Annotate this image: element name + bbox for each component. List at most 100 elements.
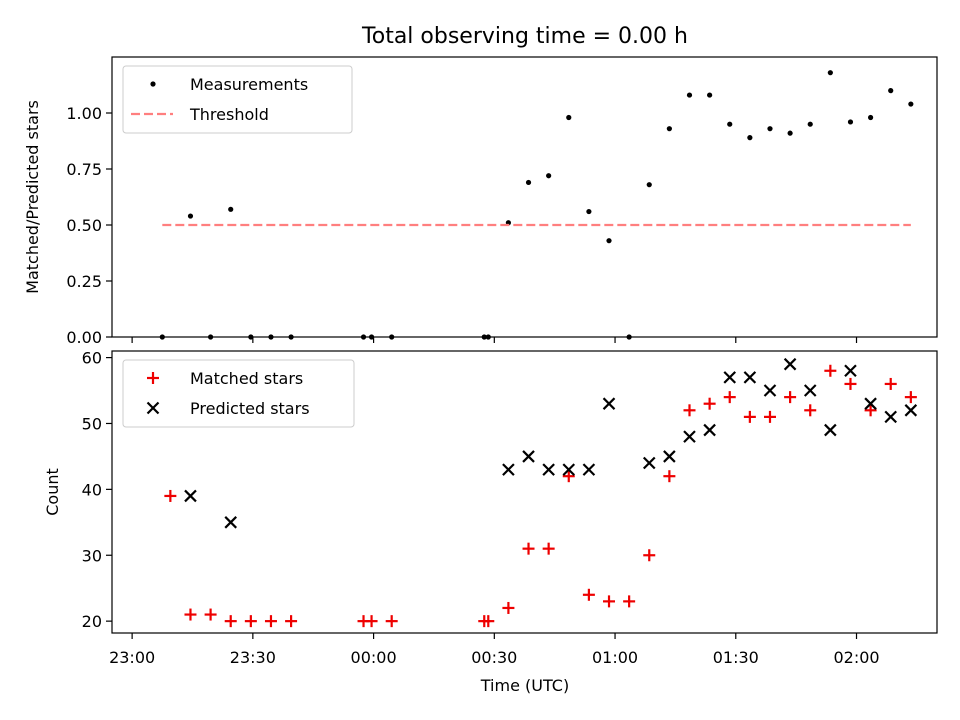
top-axes-frame	[111, 56, 938, 338]
predicted-point	[663, 450, 676, 463]
x-tick-label: 01:00	[592, 648, 638, 667]
data-point	[566, 114, 572, 121]
predicted-point	[602, 397, 616, 410]
matched-point	[244, 615, 257, 628]
matched-point	[365, 615, 378, 628]
matched-point	[204, 608, 217, 621]
chart-title: Total observing time = 0.00 h	[361, 24, 688, 49]
matched-point	[763, 410, 776, 423]
x-tick-label: 00:00	[351, 648, 397, 667]
predicted-point	[783, 357, 797, 371]
x-tick-label: 23:00	[109, 648, 155, 667]
predicted-point	[522, 450, 535, 463]
y-tick-label: 1.00	[66, 104, 102, 123]
data-point	[646, 182, 652, 188]
matched-point	[582, 588, 595, 601]
matched-point	[884, 377, 897, 390]
data-point	[847, 119, 854, 125]
legend-box	[122, 359, 355, 428]
data-point	[827, 70, 833, 76]
bottom-y-ticks: 20 30 40 50 60	[82, 349, 112, 631]
top-y-axis-label: Matched/Predicted stars	[23, 100, 42, 294]
matched-point	[285, 615, 298, 628]
matched-point	[542, 542, 555, 555]
y-tick-label: 30	[82, 546, 102, 565]
matched-point	[864, 404, 877, 417]
predicted-point	[562, 463, 576, 476]
matched-point	[264, 615, 277, 628]
top-panel: 0.00 0.25 0.50 0.75 1.00 Matched/Predicted s…	[23, 56, 938, 347]
matched-point	[623, 595, 636, 608]
predicted-point	[683, 430, 696, 443]
top-x-ticks	[131, 337, 858, 343]
predicted-point	[582, 463, 596, 476]
data-point	[666, 126, 672, 132]
matched-point	[844, 377, 857, 390]
bottom-panel: 20 30 40 50 60 23:00 23:30 00:00 00:30 01:00 01:3…	[43, 349, 938, 695]
matched-point	[522, 542, 535, 555]
data-point	[187, 213, 194, 219]
matched-point	[562, 470, 575, 483]
x-axis-label: Time (UTC)	[480, 676, 569, 695]
predicted-point	[763, 384, 777, 397]
top-plot-area	[159, 70, 914, 340]
matched-point	[663, 470, 676, 483]
bottom-axes-frame	[111, 350, 938, 634]
data-point	[707, 92, 713, 98]
matched-point	[784, 391, 797, 404]
predicted-point	[743, 371, 757, 384]
y-tick-label: 0.50	[66, 216, 102, 235]
data-point	[228, 206, 234, 212]
predicted-point	[723, 371, 737, 384]
predicted-point	[884, 410, 897, 424]
bottom-y-axis-label: Count	[43, 468, 62, 516]
matched-point	[723, 391, 736, 404]
top-legend: Measurements Threshold	[122, 65, 353, 134]
matched-point	[743, 410, 756, 423]
data-point	[767, 126, 773, 132]
predicted-point	[864, 397, 877, 410]
data-point	[787, 130, 793, 136]
x-tick-label: 01:30	[713, 648, 759, 667]
matched-point	[482, 615, 495, 628]
data-point	[888, 88, 894, 94]
predicted-point	[824, 423, 837, 437]
data-point	[525, 179, 532, 186]
matched-point	[385, 615, 398, 628]
predicted-point	[703, 423, 716, 437]
legend-swatch	[146, 401, 160, 415]
data-point	[686, 92, 693, 98]
matched-point	[224, 615, 237, 628]
matched-point	[904, 391, 917, 404]
legend-swatch	[147, 372, 159, 384]
matched-point	[703, 397, 716, 410]
data-point	[807, 121, 813, 127]
y-tick-label: 20	[82, 612, 102, 631]
data-point	[727, 121, 733, 127]
predicted-point	[844, 364, 857, 378]
y-tick-label: 40	[82, 480, 102, 499]
y-tick-label: 60	[82, 349, 102, 368]
x-tick-label: 00:30	[471, 648, 517, 667]
matched-point	[643, 549, 656, 562]
legend-box	[122, 65, 353, 134]
predicted-point	[184, 489, 197, 503]
y-tick-label: 0.25	[66, 272, 102, 291]
x-tick-label: 02:00	[833, 648, 879, 667]
data-point	[908, 101, 914, 107]
bottom-legend: Matched stars Predicted stars	[122, 359, 355, 428]
y-tick-label: 0.00	[66, 328, 102, 347]
matched-point	[502, 601, 515, 614]
y-tick-label: 0.75	[66, 160, 102, 179]
data-point	[867, 114, 874, 121]
predicted-point	[502, 463, 515, 476]
matched-point	[184, 608, 197, 621]
bottom-plot-area	[164, 357, 918, 628]
matched-point	[683, 404, 696, 417]
predicted-point	[803, 384, 817, 397]
matched-point	[824, 364, 837, 377]
legend-label: Threshold	[189, 105, 269, 124]
data-point	[606, 238, 612, 244]
top-y-ticks: 0.00 0.25 0.50 0.75 1.00	[66, 104, 112, 347]
